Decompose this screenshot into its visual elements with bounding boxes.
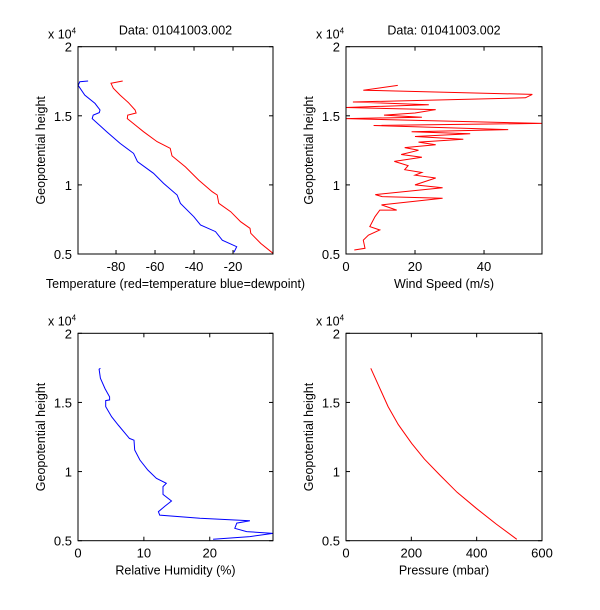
axes-box [345,332,543,542]
x-axis-label: Temperature (red=temperature blue=dewpoi… [46,277,305,291]
series-line-2 [77,80,238,253]
series-line-1 [110,80,274,254]
series-line-1 [345,84,543,251]
x-tick-label: 10 [137,546,151,561]
y-exponent: 4 [340,27,345,36]
y-tick-label: 2 [333,326,340,341]
series-line-1 [98,367,274,540]
x-tick-label: -60 [146,259,165,274]
y-exponent-label: x 104 [316,313,345,328]
y-tick-label: 0.5 [54,534,72,549]
x-tick-label: -20 [224,259,243,274]
axes-box [77,46,274,255]
series-line-1 [370,368,518,540]
y-tick-label: 1 [65,178,72,193]
x-tick-label: 0 [342,259,349,274]
chart-title: Data: 01041003.002 [387,24,500,38]
y-tick-label: 1.5 [54,109,72,124]
y-axis-label: Geopotential height [34,96,48,205]
y-axis-label: Geopotential height [34,382,48,491]
x-axis-label: Wind Speed (m/s) [394,277,494,291]
y-tick-label: 1.5 [322,109,340,124]
subplot-1: -80 -60 -40 -20 0.5 1 1.5 2x 104 Data: 01041003.… [34,24,305,291]
y-tick-label: 1 [333,178,340,193]
x-tick-label: 20 [408,259,422,274]
y-tick-label: 1.5 [54,395,72,410]
x-tick-label: 40 [477,259,491,274]
y-tick-label: 0.5 [54,247,72,262]
x-axis-label: Pressure (mbar) [399,564,489,578]
y-tick-label: 0.5 [322,247,340,262]
y-tick-label: 1 [65,465,72,480]
subplot-3: 0 10 20 0.5 1 1.5 2x 104 Relative Humidity (%) G… [34,313,274,578]
subplot-4: 0 200 400 600 0.5 1 1.5 2x 104 Pressure (mbar) Ge… [302,313,553,577]
y-axis-label: Geopotential height [302,96,316,205]
y-tick-label: 2 [65,326,72,341]
y-exponent-label: x 104 [48,27,77,42]
x-tick-label: 600 [531,546,553,561]
y-tick-label: 1 [333,465,340,480]
chart-title: Data: 01041003.002 [119,24,232,38]
axes-box [345,46,543,255]
x-tick-label: 200 [400,546,422,561]
y-exponent: 4 [340,313,345,322]
y-tick-label: 0.5 [322,534,340,549]
y-tick-label: 1.5 [322,395,340,410]
y-exponent-label: x 104 [316,27,345,42]
y-exponent: 4 [72,27,77,36]
x-tick-label: -40 [185,259,204,274]
x-tick-label: 400 [466,546,488,561]
x-tick-label: 0 [74,546,81,561]
x-axis-label: Relative Humidity (%) [115,564,235,578]
subplot-2: 0 20 40 0.5 1 1.5 2x 104 Data: 01041003.002 Wind… [302,24,543,291]
y-tick-label: 2 [333,40,340,55]
y-tick-label: 2 [65,40,72,55]
y-exponent: 4 [72,313,77,322]
x-tick-label: 20 [203,546,217,561]
axes-box [77,332,274,542]
x-tick-label: 0 [342,546,349,561]
y-exponent-label: x 104 [48,313,77,328]
x-tick-label: -80 [107,259,126,274]
y-axis-label: Geopotential height [302,382,316,491]
